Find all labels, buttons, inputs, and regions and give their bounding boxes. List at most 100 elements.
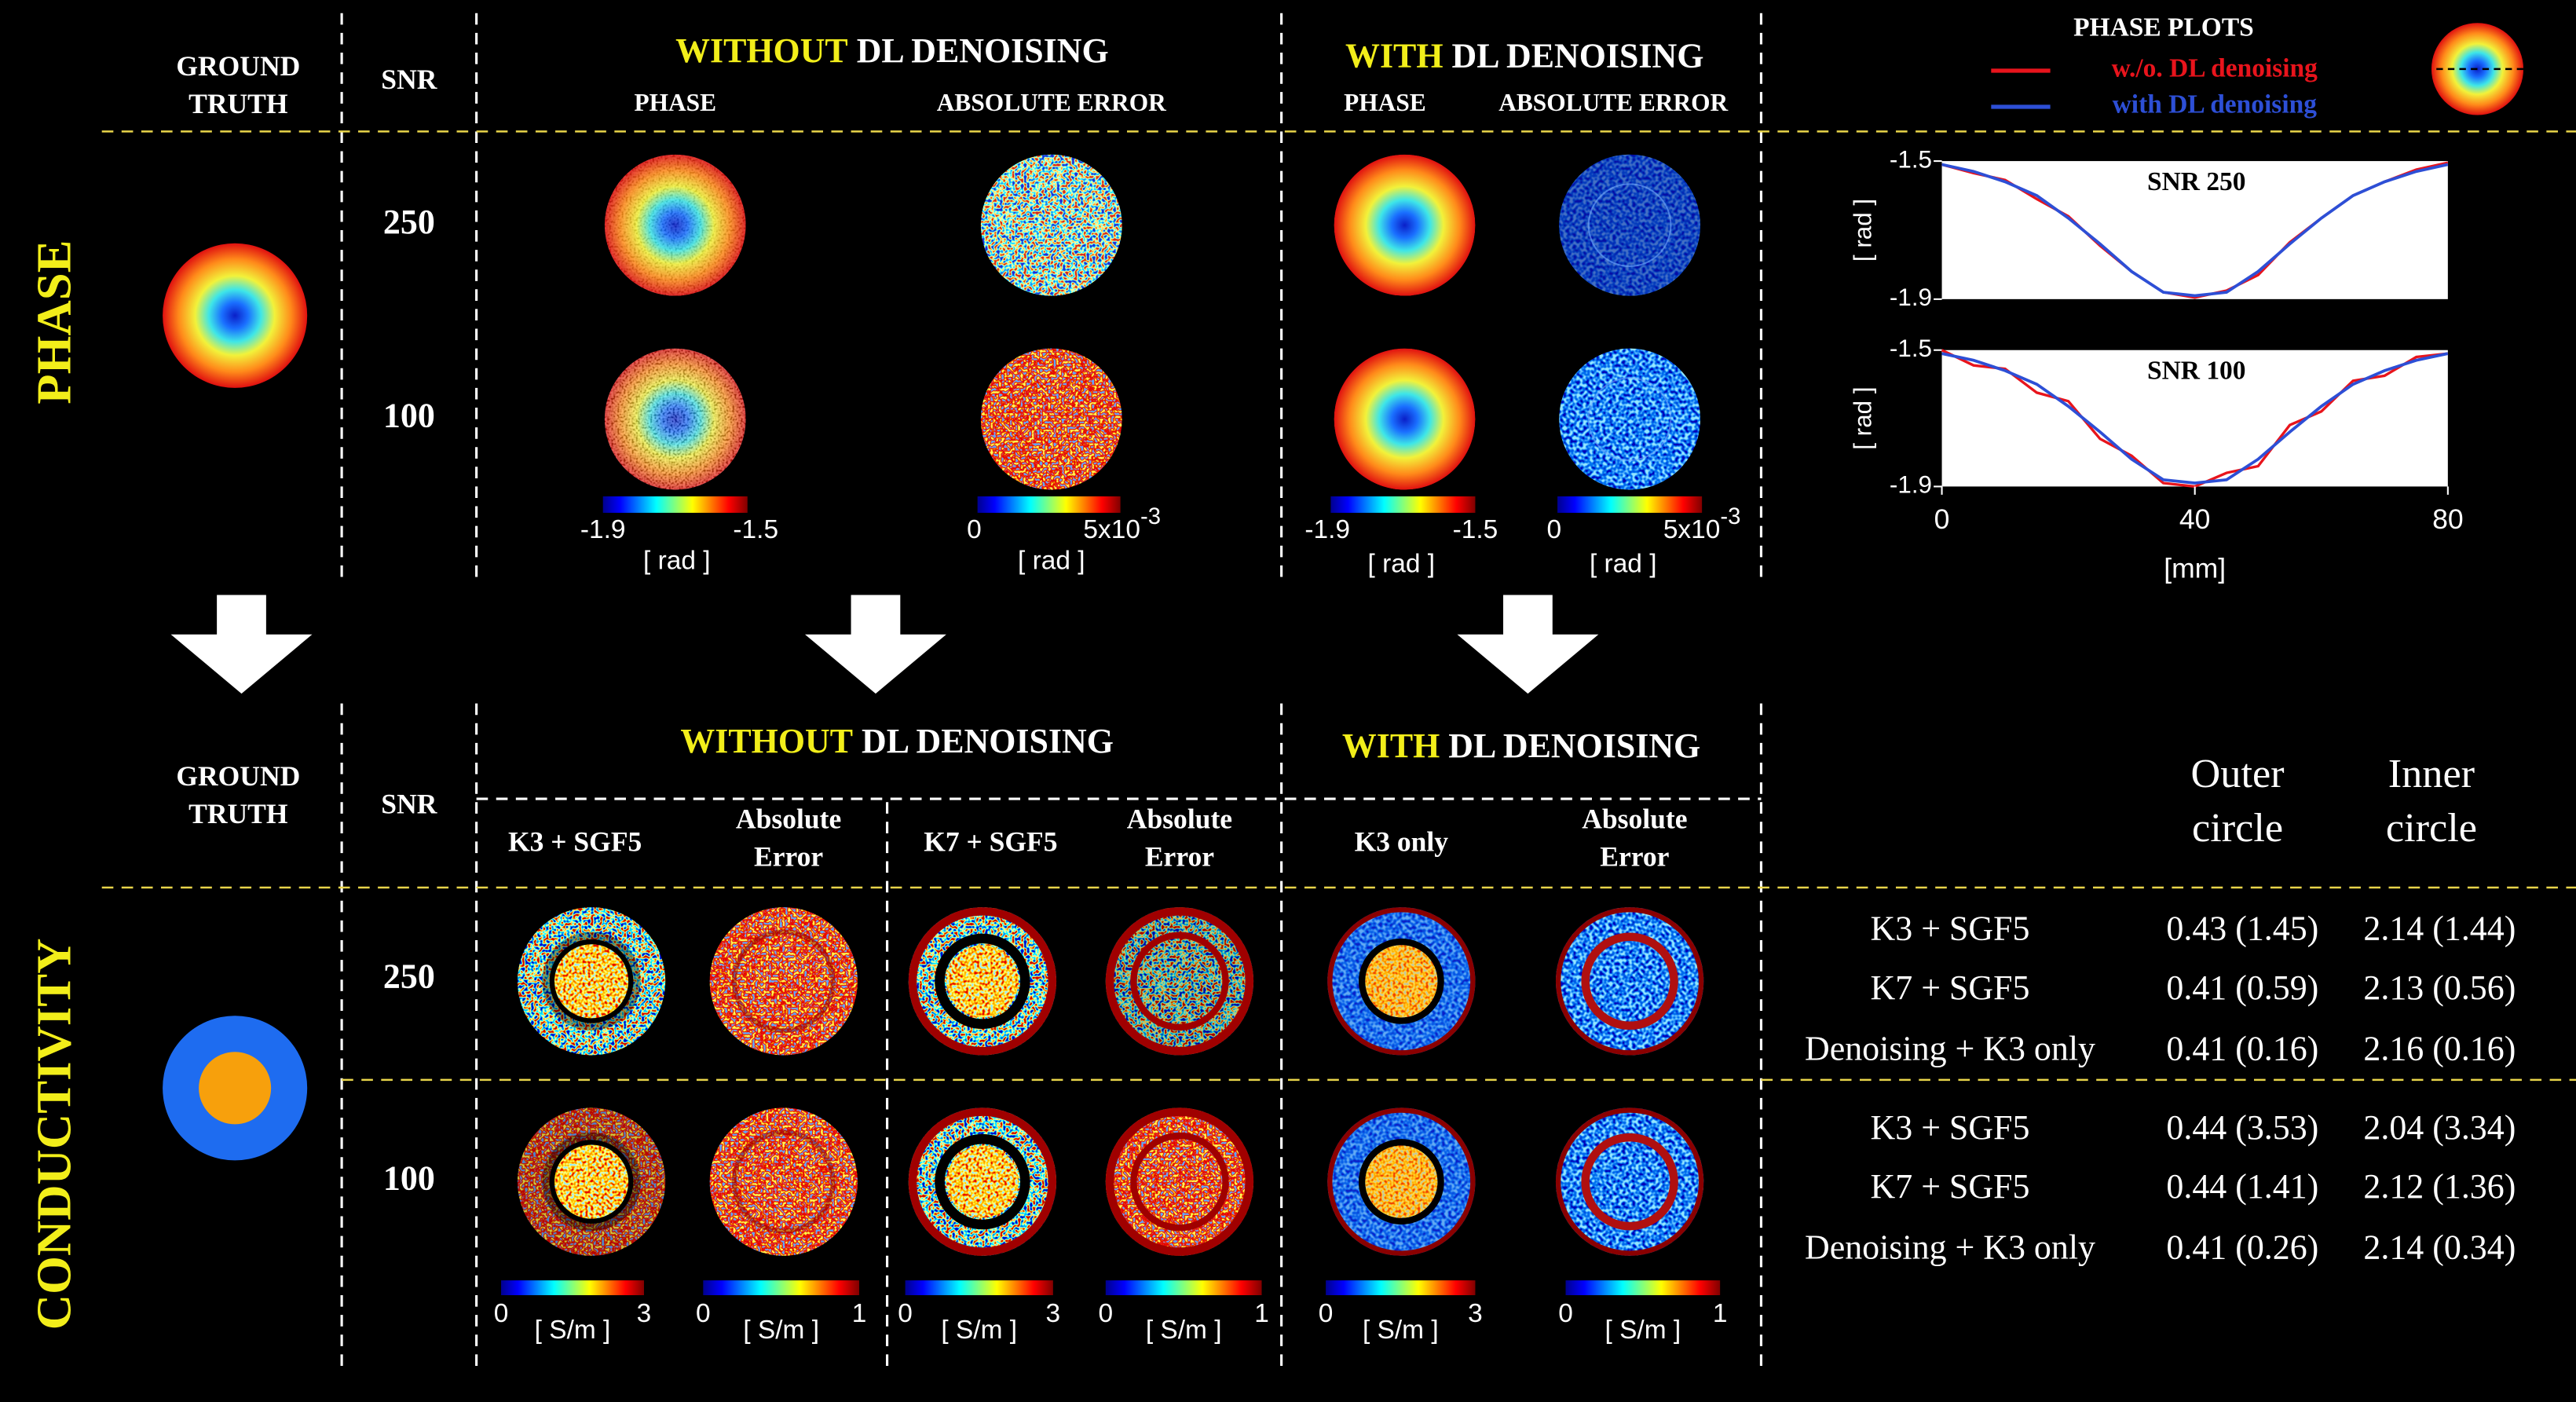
colorbar-tick: 0: [967, 515, 982, 544]
map-layer: [946, 1146, 1019, 1218]
x-tick-label: 80: [2432, 503, 2464, 535]
map-image: [1327, 907, 1476, 1056]
map-image: [1559, 348, 1701, 490]
section-label: PHASE: [27, 240, 82, 404]
map-layer: [1334, 348, 1476, 490]
column-header: Absolute: [1127, 803, 1232, 834]
map-layer: [549, 1140, 634, 1224]
table-method: K7 + SGF5: [1871, 1167, 2030, 1206]
map-image: [980, 154, 1122, 296]
table-cell: 0.44 (1.41): [2166, 1167, 2318, 1206]
header-highlight: WITH: [1345, 36, 1443, 75]
column-header: K3 + SGF5: [508, 826, 642, 858]
colorbar: [1557, 496, 1703, 513]
map-layer: [1365, 1145, 1438, 1218]
phase-line: [1941, 163, 2449, 298]
map-image: [1559, 154, 1701, 296]
x-tick-label: 40: [2179, 503, 2211, 535]
map-image: [1334, 348, 1476, 490]
table-header: Inner: [2388, 751, 2475, 796]
tick-exponent: -3: [1140, 503, 1161, 529]
panel-label: SNR 250: [2147, 167, 2246, 196]
snr-label: 250: [383, 957, 435, 995]
tick-exponent: -3: [1720, 503, 1740, 529]
map-image: [1555, 907, 1704, 1056]
x-tick-label: 0: [1934, 503, 1950, 535]
phase-line: [1941, 352, 2449, 485]
legend-label: w./o. DL denoising: [2112, 54, 2318, 83]
column-header: Absolute: [1582, 803, 1687, 834]
snr-label: 100: [383, 397, 435, 435]
colorbar-tick: 5x10-3: [1083, 503, 1161, 544]
header: WITHOUT DL DENOISING: [680, 722, 1114, 760]
header-highlight: WITHOUT: [675, 31, 848, 70]
map-layer: [946, 945, 1019, 1017]
header-highlight: WITH: [1342, 727, 1440, 765]
colorbar-tick: 0: [1098, 1299, 1113, 1328]
colorbar-tick: -1.5: [1453, 515, 1498, 544]
colorbar-tick: 0: [494, 1299, 509, 1328]
column-header: PHASE: [1344, 89, 1426, 116]
colorbar: [1565, 1280, 1721, 1295]
map-image: [517, 1107, 666, 1256]
table-cell: 2.12 (1.36): [2363, 1167, 2516, 1206]
snr-label: 250: [383, 203, 435, 241]
map-layer: [1587, 183, 1672, 268]
header: SNR: [381, 789, 437, 820]
table-cell: 0.41 (0.16): [2166, 1029, 2318, 1067]
colorbar-tick: 5x10-3: [1663, 503, 1741, 544]
map-layer: [1581, 1133, 1678, 1231]
header: TRUTH: [188, 798, 288, 829]
map-image: [908, 907, 1057, 1056]
map-image: [604, 348, 746, 490]
map-layer: [1581, 932, 1678, 1030]
colorbar: [703, 1280, 860, 1295]
map-layer: [731, 929, 836, 1034]
colorbar-tick: -1.5: [733, 515, 778, 544]
header-text: DL DENOISING: [1448, 727, 1700, 765]
column-header: ABSOLUTE ERROR: [937, 89, 1166, 116]
colorbar: [905, 1280, 1053, 1295]
map-image: [517, 907, 666, 1056]
map-layer: [1358, 938, 1444, 1024]
table-method: Denoising + K3 only: [1805, 1029, 2095, 1067]
colorbar-unit: [ rad ]: [1590, 550, 1657, 579]
colorbars: -1.9 -1.5 [ rad ] 0 5x10-3 [ rad ] -1.9 …: [580, 496, 1741, 579]
table-cell: 0.41 (0.59): [2166, 968, 2318, 1007]
colorbar: [977, 496, 1121, 513]
colorbar-tick: 0: [696, 1299, 711, 1328]
map-layer: [1559, 154, 1701, 296]
table-cell: 0.41 (0.26): [2166, 1228, 2318, 1267]
colorbar-unit: [ S/m ]: [1146, 1316, 1222, 1345]
header-text: DL DENOISING: [1451, 36, 1703, 75]
header: GROUND: [176, 760, 300, 792]
snr-label: 100: [383, 1159, 435, 1198]
column-header: K3 only: [1355, 826, 1449, 858]
colorbar-tick: 0: [1547, 515, 1562, 544]
colorbar-tick: 1: [1713, 1299, 1728, 1328]
header-text: DL DENOISING: [857, 31, 1109, 70]
table-cell: 2.16 (0.16): [2363, 1029, 2516, 1067]
colorbar: [1326, 1280, 1476, 1295]
map-layer: [604, 154, 746, 296]
colorbar-unit: [ rad ]: [643, 547, 711, 576]
map-image: [1555, 1107, 1704, 1256]
map-image: [908, 1107, 1057, 1256]
ground-truth-phase: [163, 243, 308, 388]
colorbar-tick: 0: [1558, 1299, 1573, 1328]
colorbar-unit: [ S/m ]: [1363, 1316, 1439, 1345]
header: WITH DL DENOISING: [1342, 727, 1700, 765]
y-axis-label: [ rad ]: [1850, 199, 1877, 262]
map-layer: [1365, 945, 1437, 1017]
separators: [101, 13, 2576, 1375]
map-layer: [935, 933, 1030, 1029]
table-cell: 2.13 (0.56): [2363, 968, 2516, 1007]
colorbar-tick: 0: [898, 1299, 913, 1328]
table-cell: 2.14 (1.44): [2363, 910, 2516, 948]
generated: K3 + SGF5 0 3 [ S/m ] Absolute Error 0 1 [ S/m ]…: [494, 54, 2516, 1345]
table-method: K3 + SGF5: [1871, 910, 2030, 948]
table-header: circle: [2386, 805, 2477, 851]
arrow: [1457, 595, 1599, 694]
map-image: [604, 154, 746, 296]
